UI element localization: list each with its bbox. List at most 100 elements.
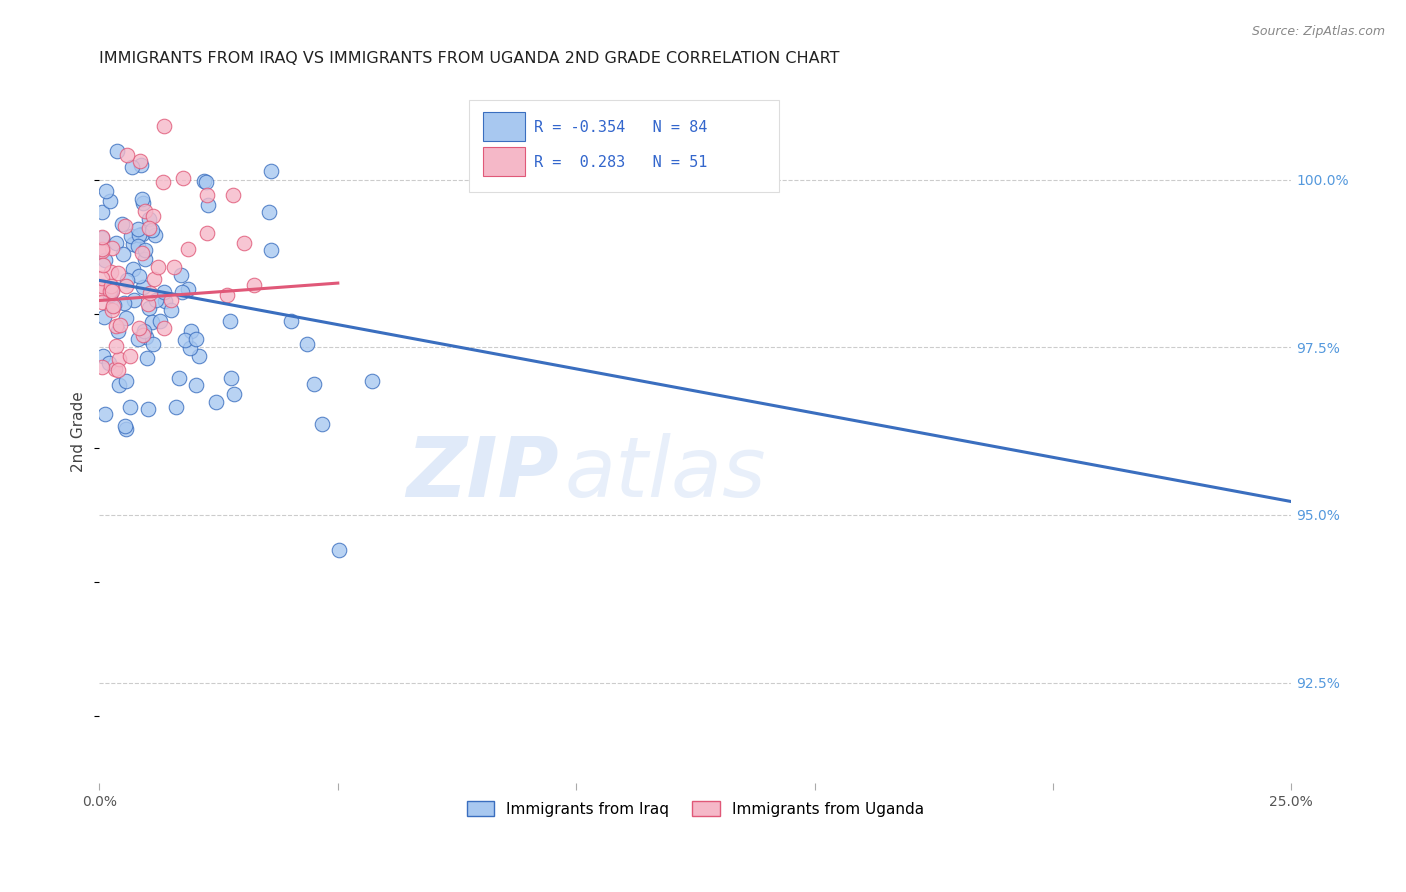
Point	[107, 266, 129, 280]
Point	[90, 205, 112, 219]
FancyBboxPatch shape	[470, 101, 779, 192]
Point	[153, 294, 176, 309]
Point	[134, 252, 156, 267]
Point	[136, 401, 159, 416]
Point	[103, 298, 125, 312]
Point	[117, 148, 139, 162]
Point	[111, 218, 134, 232]
Point	[172, 171, 194, 186]
Point	[328, 542, 350, 557]
Point	[167, 371, 190, 385]
Point	[152, 285, 174, 300]
Point	[107, 324, 129, 338]
Point	[105, 339, 128, 353]
Point	[142, 337, 165, 351]
Point	[100, 303, 122, 318]
Point	[128, 320, 150, 334]
Legend: Immigrants from Iraq, Immigrants from Uganda: Immigrants from Iraq, Immigrants from Ug…	[458, 794, 932, 825]
Point	[98, 287, 121, 301]
Point	[187, 349, 209, 363]
Point	[195, 227, 218, 241]
Point	[90, 282, 112, 296]
Point	[107, 378, 129, 392]
Point	[94, 253, 117, 268]
Text: IMMIGRANTS FROM IRAQ VS IMMIGRANTS FROM UGANDA 2ND GRADE CORRELATION CHART: IMMIGRANTS FROM IRAQ VS IMMIGRANTS FROM …	[100, 51, 839, 66]
Point	[152, 120, 174, 134]
Point	[160, 302, 183, 317]
Point	[100, 279, 122, 293]
Point	[100, 265, 122, 279]
Point	[114, 418, 136, 433]
Point	[217, 288, 239, 302]
Point	[149, 314, 172, 328]
Point	[118, 400, 141, 414]
Point	[91, 230, 114, 244]
Point	[105, 144, 128, 158]
Point	[233, 235, 256, 250]
Point	[98, 194, 121, 208]
Point	[96, 184, 118, 198]
Point	[139, 285, 162, 300]
Point	[90, 294, 112, 309]
Point	[127, 222, 149, 236]
Point	[128, 227, 150, 242]
Point	[127, 332, 149, 346]
Point	[361, 374, 384, 388]
Point	[91, 279, 114, 293]
Point	[243, 277, 266, 292]
Point	[114, 219, 136, 233]
Point	[165, 400, 187, 414]
Point	[134, 243, 156, 257]
Point	[121, 261, 143, 276]
Point	[108, 318, 131, 332]
Point	[115, 422, 138, 436]
Point	[195, 188, 218, 202]
Point	[131, 227, 153, 241]
Text: R = -0.354   N = 84: R = -0.354 N = 84	[534, 120, 707, 135]
Point	[193, 174, 215, 188]
Point	[128, 269, 150, 284]
Point	[218, 314, 240, 328]
Point	[145, 293, 167, 308]
Point	[127, 239, 149, 253]
Point	[104, 319, 127, 334]
Point	[170, 285, 193, 299]
Point	[141, 223, 163, 237]
Point	[260, 243, 283, 257]
Text: R =  0.283   N = 51: R = 0.283 N = 51	[534, 155, 707, 169]
Point	[180, 324, 202, 338]
Point	[90, 271, 112, 285]
Point	[121, 236, 143, 251]
Point	[111, 247, 134, 261]
Point	[98, 356, 121, 370]
Point	[153, 321, 176, 335]
Point	[132, 328, 155, 343]
Point	[136, 351, 159, 365]
Point	[91, 258, 114, 272]
Point	[112, 296, 135, 310]
Point	[280, 314, 302, 328]
Point	[115, 310, 138, 325]
Point	[197, 198, 219, 212]
Point	[103, 299, 125, 313]
Point	[132, 324, 155, 338]
Point	[257, 205, 280, 219]
Point	[148, 260, 170, 275]
Point	[104, 235, 127, 250]
Point	[101, 241, 124, 255]
Point	[91, 349, 114, 363]
Point	[115, 374, 138, 388]
Point	[311, 417, 333, 432]
Point	[143, 272, 166, 286]
Point	[170, 268, 193, 282]
Point	[179, 342, 201, 356]
Point	[138, 212, 160, 227]
Point	[295, 336, 318, 351]
Text: ZIP: ZIP	[406, 433, 558, 514]
Point	[94, 407, 117, 421]
Point	[121, 160, 143, 174]
Point	[138, 221, 160, 235]
Point	[90, 244, 112, 258]
Point	[107, 363, 129, 377]
Point	[90, 231, 112, 245]
